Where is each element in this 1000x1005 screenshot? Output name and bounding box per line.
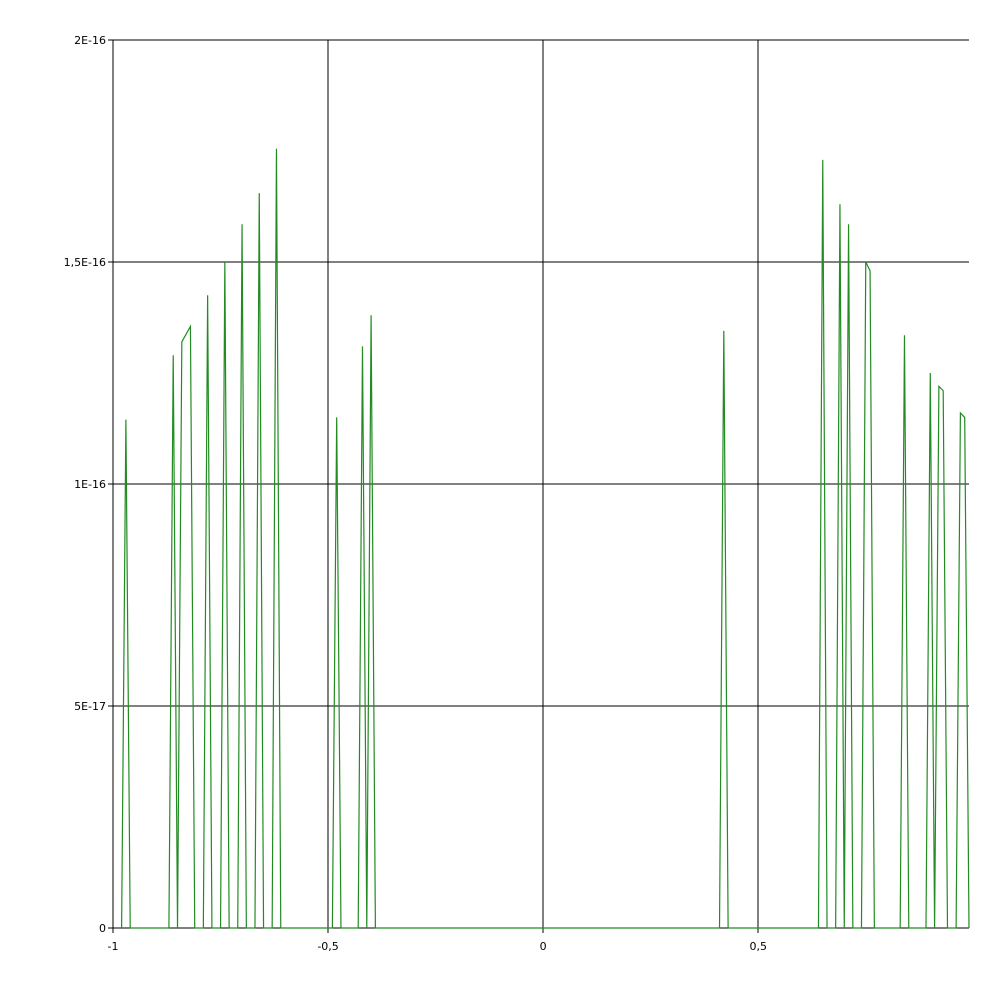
y-tick-label-4: 2E-16 — [74, 34, 106, 47]
y-tick-label-1: 5E-17 — [74, 700, 106, 713]
series-layer — [121, 148, 970, 929]
y-tick-label-3: 1,5E-16 — [64, 256, 106, 269]
x-tick-label-2: 0 — [540, 940, 547, 953]
series-line-0 — [121, 148, 970, 929]
y-tick-label-2: 1E-16 — [74, 478, 106, 491]
tick-labels: 0 5E-17 1E-16 1,5E-16 2E-16 -1 -0,5 0 0,5 — [64, 34, 767, 953]
x-tick-label-1: -0,5 — [317, 940, 338, 953]
grid-lines — [112, 39, 969, 929]
axes — [108, 39, 969, 933]
y-tick-label-0: 0 — [99, 922, 106, 935]
x-tick-label-0: -1 — [108, 940, 119, 953]
x-tick-label-3: 0,5 — [749, 940, 767, 953]
